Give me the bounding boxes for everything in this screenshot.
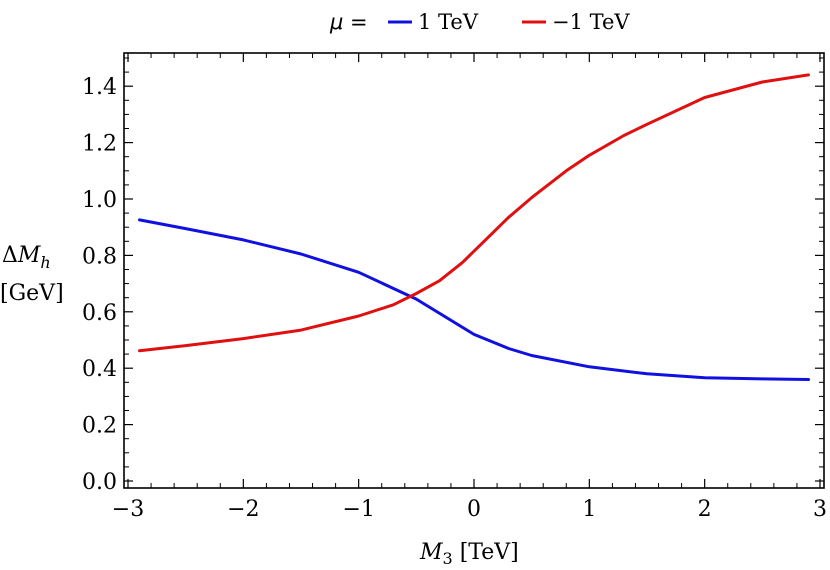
y-axis-label-line2: [GeV] (0, 281, 64, 306)
x-tick-label: −3 (112, 497, 144, 522)
series-line-1 (138, 218, 810, 381)
y-axis-label-line1: ΔMh (2, 243, 51, 272)
y-tick-label: 0.0 (82, 470, 117, 495)
y-tick-label: 0.4 (82, 357, 117, 382)
y-tick-label: 0.8 (82, 244, 117, 269)
legend: μ = 1 TeV −1 TeV (329, 10, 630, 34)
plot-frame (123, 52, 825, 489)
x-tick-label: 2 (698, 497, 712, 522)
y-tick-label: 1.4 (82, 75, 117, 100)
x-tick-label: −1 (342, 497, 374, 522)
y-tick-label: 0.6 (82, 301, 117, 326)
x-tick-label: −2 (227, 497, 259, 522)
legend-label-series-1: 1 TeV (418, 10, 479, 34)
y-tick-label: 1.0 (82, 188, 117, 213)
y-tick-labels: 0.0 0.2 0.4 0.6 0.8 1.0 1.2 1.4 (82, 75, 117, 495)
x-tick-label: 3 (813, 497, 827, 522)
y-axis-label: ΔMh [GeV] (0, 243, 64, 306)
x-axis-label: M3 [TeV] (419, 540, 519, 568)
series-lines (138, 73, 810, 381)
y-tick-label: 0.2 (82, 414, 117, 439)
series-line-2 (138, 73, 810, 353)
legend-title: μ = (329, 10, 368, 34)
x-tick-label: 0 (467, 497, 481, 522)
y-tick-label: 1.2 (82, 132, 117, 157)
axis-ticks (124, 53, 824, 488)
x-tick-labels: −3 −2 −1 0 1 2 3 (112, 497, 827, 522)
legend-label-series-2: −1 TeV (552, 10, 630, 34)
x-tick-label: 1 (582, 497, 596, 522)
